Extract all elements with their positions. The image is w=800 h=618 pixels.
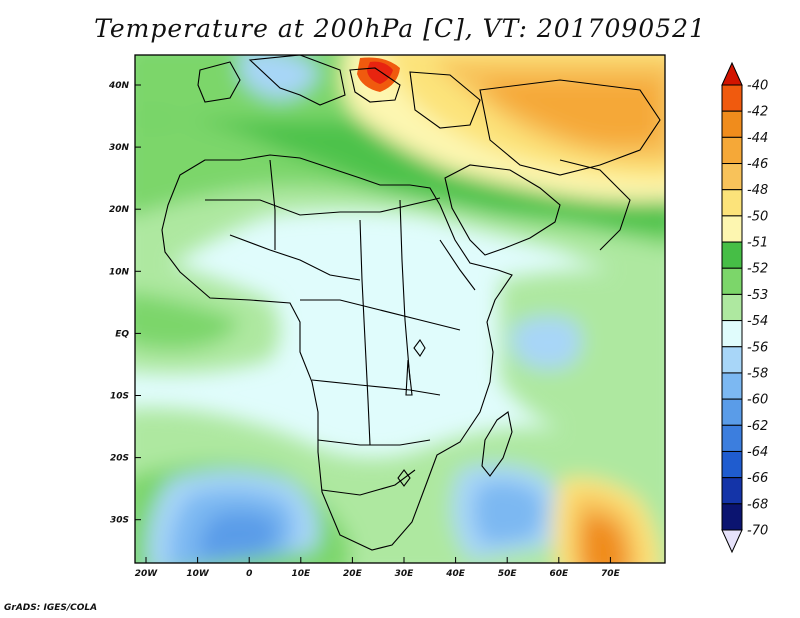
colorbar-swatch: [721, 84, 743, 112]
colorbar-label: -44: [747, 131, 768, 146]
colorbar-swatch: [721, 477, 743, 505]
lat-tick-label: EQ: [115, 329, 129, 339]
colorbar-swatch: [721, 320, 743, 348]
colorbar-swatch: [721, 110, 743, 138]
colorbar-label: -40: [747, 79, 768, 94]
lat-tick-label: 40N: [108, 81, 130, 91]
colorbar-label: -54: [747, 314, 768, 329]
colorbar-label: -48: [747, 183, 768, 198]
colorbar-swatch: [721, 424, 743, 452]
colorbar-swatch: [721, 136, 743, 165]
lon-tick-label: 10E: [291, 569, 311, 579]
lat-tick-label: 10S: [110, 392, 129, 402]
colorbar-swatch: [721, 503, 743, 531]
colorbar-label: -42: [747, 105, 768, 120]
temperature-field: [135, 55, 665, 563]
lon-tick-label: 10W: [186, 569, 210, 579]
colorbar-swatch: [721, 215, 743, 243]
colorbar-swatch: [721, 189, 743, 217]
colorbar-swatch: [721, 241, 743, 269]
colorbar-label: -66: [747, 471, 768, 486]
colorbar-label: -62: [747, 419, 768, 434]
colorbar-label: -56: [747, 340, 768, 355]
colorbar-swatch: [721, 450, 743, 479]
colorbar-swatch: [721, 163, 743, 191]
colorbar-label: -50: [747, 209, 768, 224]
colorbar-label: -58: [747, 366, 768, 381]
colorbar-bottom-arrow: [721, 529, 743, 554]
lat-tick-label: 30S: [110, 516, 129, 526]
colorbar-swatch: [721, 398, 743, 426]
map-title: Temperature at 200hPa [C], VT: 201709052…: [94, 14, 706, 43]
lon-tick-label: 20E: [343, 569, 363, 579]
plot-frame: [134, 54, 666, 564]
colorbar: -40 -42 -44 -46 -48 -50 -51 -52 -53 -54 -56 -58 -60 -…: [721, 61, 768, 554]
colorbar-top-arrow: [721, 61, 743, 86]
lon-tick-label: 30E: [395, 569, 415, 579]
longitude-axis: 20W 10W 0 10E 20E 30E 40E 50E 60E 70E: [135, 557, 621, 579]
colorbar-swatch: [721, 267, 743, 295]
colorbar-label: -51: [747, 236, 768, 251]
latitude-axis: 40N 30N 20N 10N EQ 10S 20S 30S: [108, 81, 141, 526]
colorbar-label: -64: [747, 445, 768, 460]
lon-tick-label: 20W: [135, 569, 159, 579]
lon-tick-label: 0: [246, 569, 252, 579]
colorbar-swatch: [721, 346, 743, 374]
colorbar-label: -68: [747, 497, 768, 512]
lon-tick-label: 60E: [549, 569, 569, 579]
lat-tick-label: 30N: [109, 143, 130, 153]
colorbar-label: -70: [747, 524, 768, 539]
lon-tick-label: 70E: [601, 569, 621, 579]
lat-tick-label: 20N: [109, 205, 130, 215]
lat-tick-label: 10N: [109, 267, 130, 277]
credit-text: GrADS: IGES/COLA: [4, 603, 98, 613]
colorbar-swatch: [721, 293, 743, 322]
colorbar-label: -52: [747, 262, 768, 277]
lon-tick-label: 50E: [498, 569, 518, 579]
colorbar-label: -53: [747, 288, 768, 303]
colorbar-swatch: [721, 372, 743, 400]
lon-tick-label: 40E: [445, 569, 466, 579]
colorbar-label: -60: [747, 393, 768, 408]
colorbar-label: -46: [747, 157, 768, 172]
coastlines: [161, 55, 661, 551]
lat-tick-label: 20S: [110, 454, 129, 464]
